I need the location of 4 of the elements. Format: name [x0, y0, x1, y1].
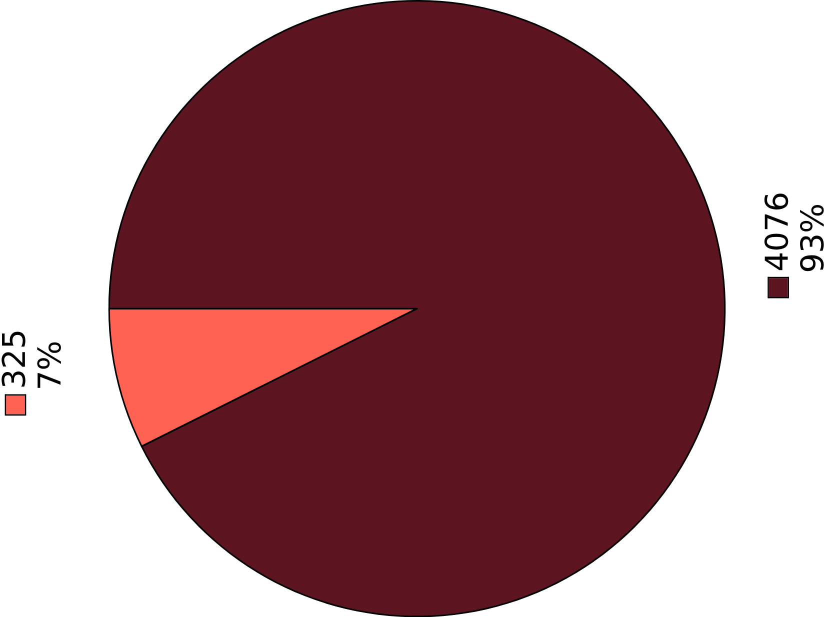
data-label: 4076: [764, 194, 788, 270]
text: 7%: [37, 342, 61, 388]
text: 93%: [800, 204, 824, 272]
data-label: 325: [2, 332, 26, 386]
